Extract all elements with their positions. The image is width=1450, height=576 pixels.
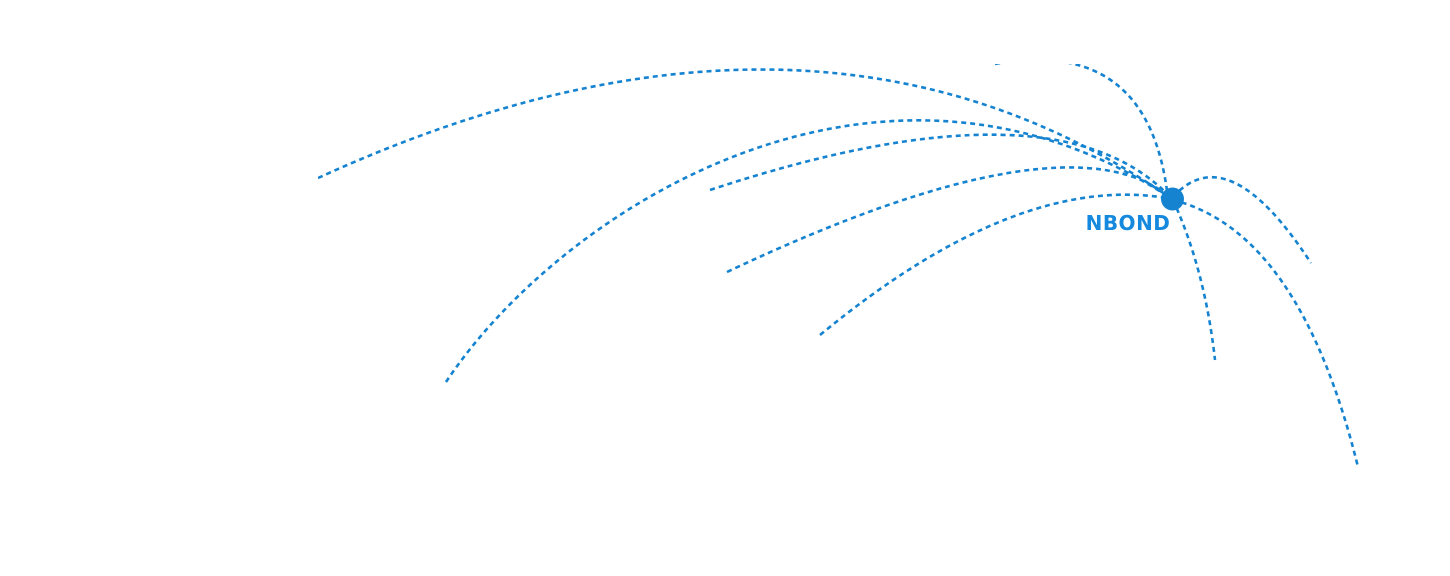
graph-node-nbond-label[interactable]: NBOND	[1083, 209, 1172, 238]
graph-edge-down	[1171, 199, 1217, 361]
graph-edge-top	[995, 64, 1170, 200]
graph-edge-lower-left-long	[444, 119, 1173, 383]
edges-layer	[318, 64, 1360, 468]
graph-node-nbond[interactable]	[1161, 187, 1184, 211]
graph-edge-right-arc	[1172, 175, 1313, 264]
graph-edge-left-long	[318, 68, 1173, 201]
graph-edge-down-right	[1172, 198, 1360, 468]
graph-edge-mid	[726, 166, 1173, 274]
graph-edge-mid-lower	[819, 193, 1173, 337]
